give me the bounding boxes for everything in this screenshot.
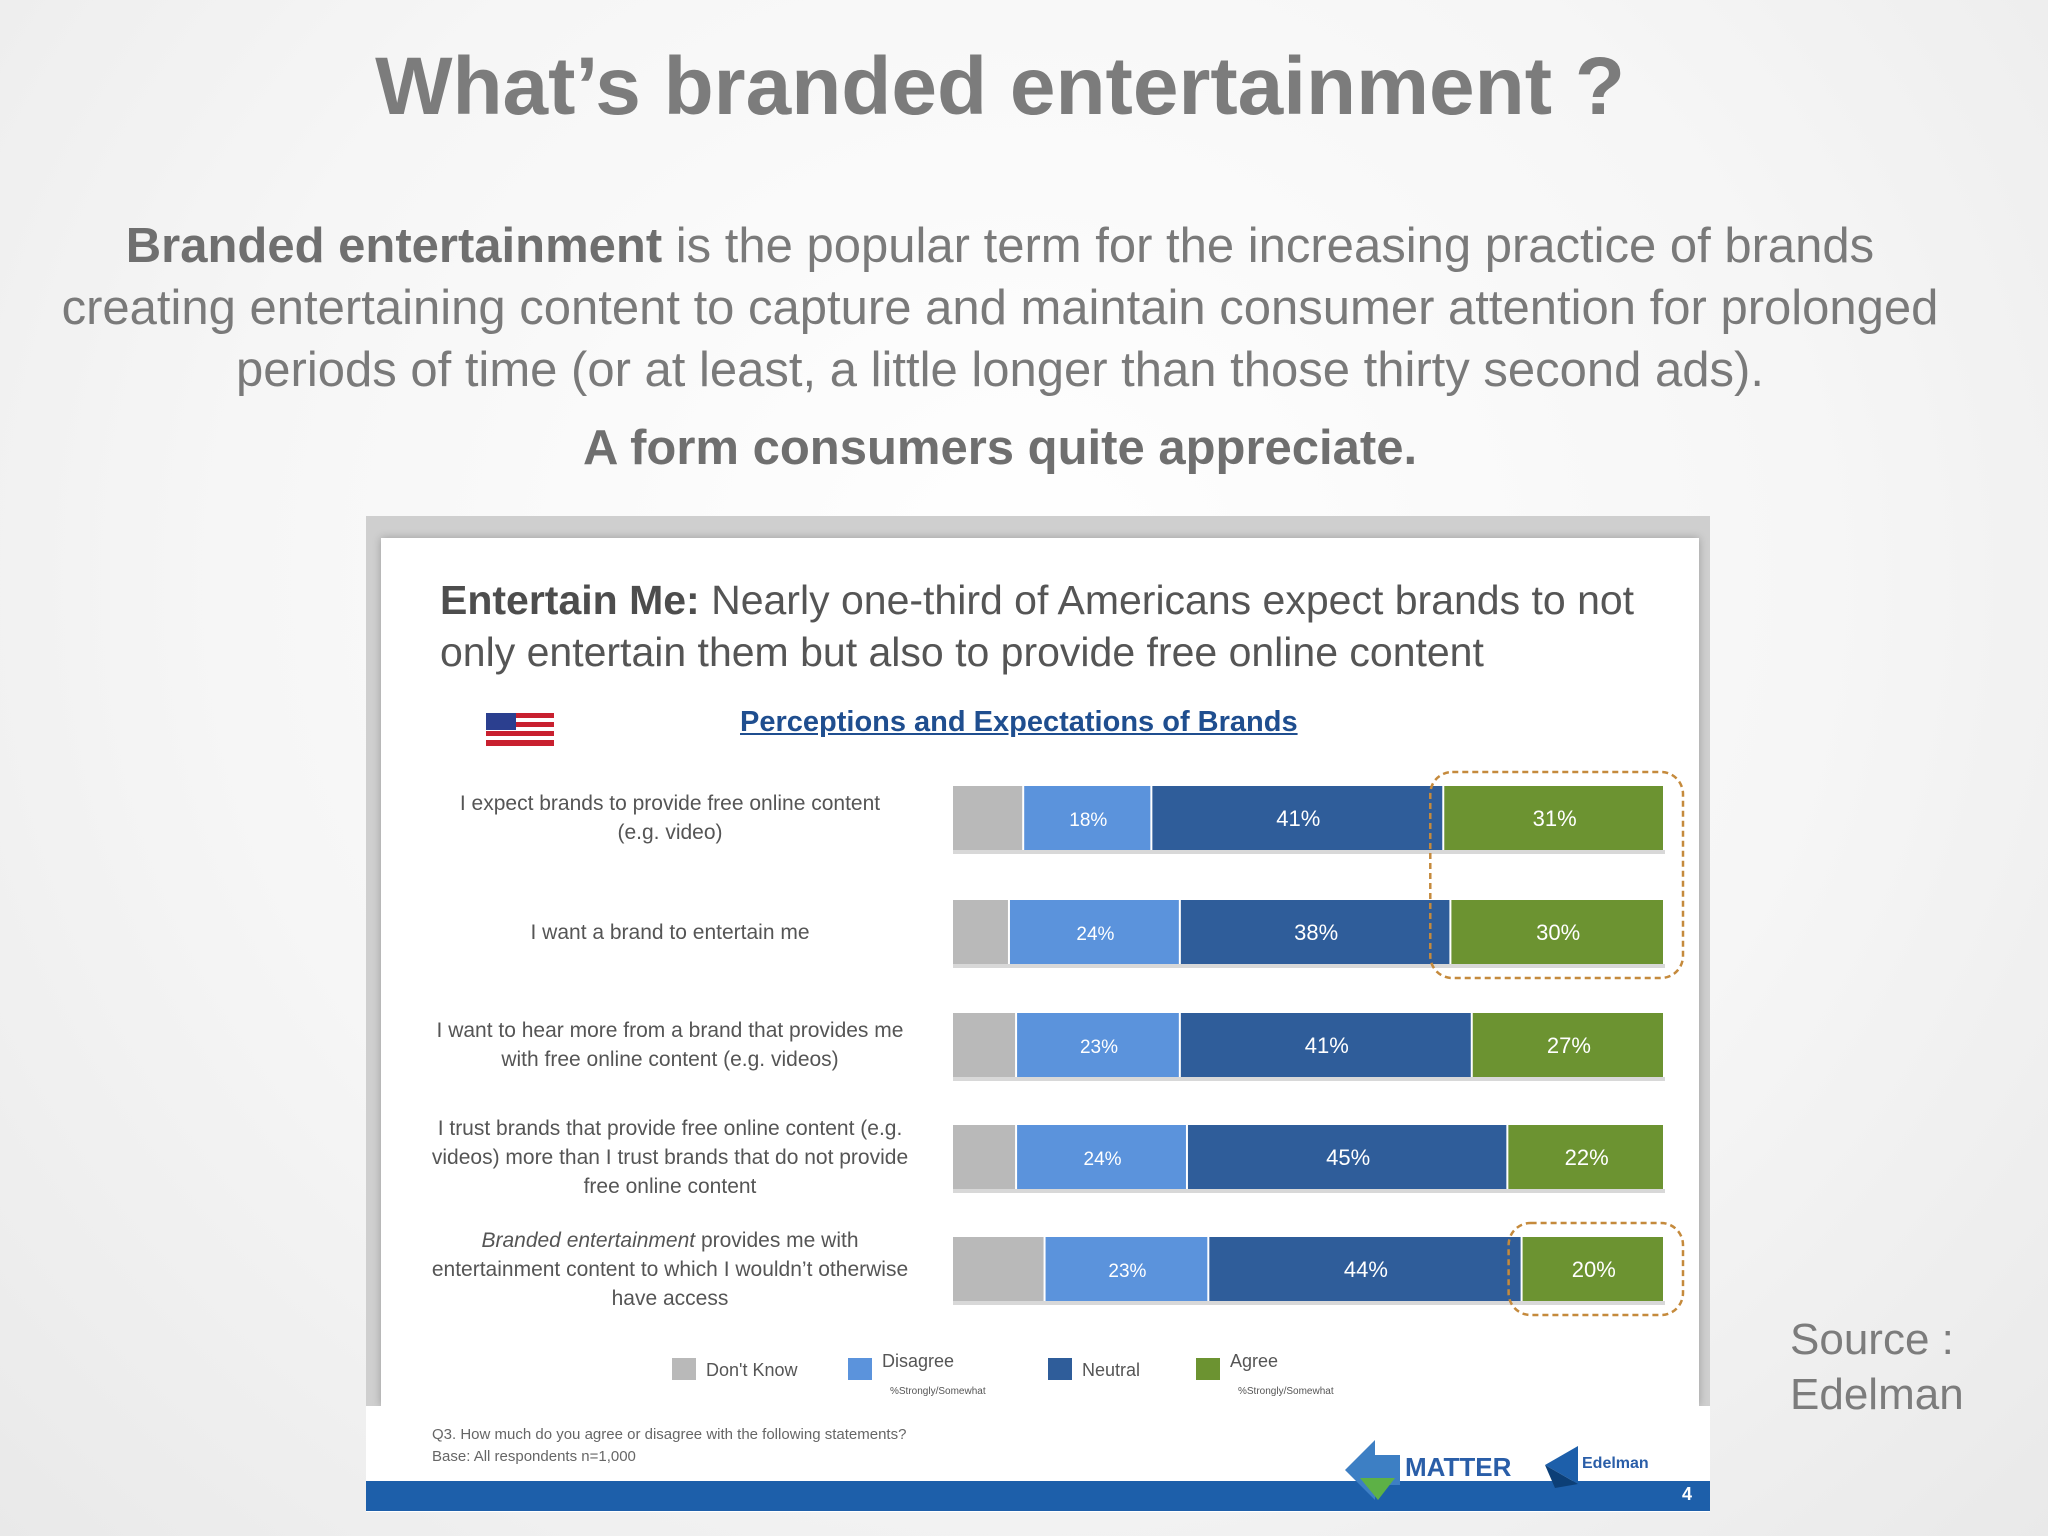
bar-neutral: [1180, 900, 1450, 964]
category-label-line: I expect brands to provide free online c…: [459, 792, 881, 815]
category-label-line: have access: [611, 1286, 729, 1310]
legend-swatch-agree: [1196, 1358, 1220, 1380]
bar-label-agree: 22%: [1565, 1145, 1609, 1170]
bar-shadow: [953, 964, 1665, 968]
bar-dont-know: [953, 900, 1008, 964]
category-label: Branded entertainment provides me with en…: [395, 1226, 945, 1313]
bar-label-disagree: 18%: [1069, 810, 1107, 831]
category-label-line: entertainment content to which I wouldn’…: [431, 1257, 909, 1281]
matter-logo-text: MATTER: [1405, 1452, 1512, 1482]
base-text: Base: All respondents n=1,000: [432, 1448, 636, 1465]
chart-headline-bold: Entertain Me:: [440, 577, 700, 623]
chart-title: Perceptions and Expectations of Brands: [740, 706, 1298, 738]
category-label-line: I want a brand to entertain me: [530, 920, 810, 944]
slide-page-number: 4: [1682, 1484, 1693, 1504]
bar-agree: [1451, 900, 1663, 964]
bar-row-1: 18% 41% 31%: [953, 786, 1665, 854]
bar-label-agree: 27%: [1547, 1033, 1591, 1058]
question-text: Q3. How much do you agree or disagree wi…: [432, 1426, 907, 1443]
category-label-line: free online content: [583, 1174, 757, 1198]
highlight-box: [1429, 770, 1685, 980]
bar-neutral: [1209, 1237, 1521, 1301]
bar-neutral: [1152, 786, 1443, 850]
category-label-emphasis: Branded entertainment: [481, 1228, 696, 1252]
bar-neutral: [1187, 1125, 1507, 1189]
intro-paragraph: Branded entertainment is the popular ter…: [60, 215, 1940, 401]
legend-label-neutral: Neutral: [1082, 1360, 1141, 1380]
legend-label-agree: Agree: [1230, 1351, 1279, 1371]
category-label: I want a brand to entertain me: [395, 918, 945, 947]
bar-label-neutral: 41%: [1276, 806, 1320, 831]
legend-swatch-neutral: [1048, 1358, 1072, 1380]
bar-label-neutral: 38%: [1294, 920, 1338, 945]
bar-agree: [1508, 1125, 1663, 1189]
intro-text: is the popular term for the increasing p…: [61, 219, 1939, 397]
edelman-logo-text: Edelman: [1582, 1455, 1649, 1472]
bar-label-neutral: 41%: [1305, 1033, 1349, 1058]
bar-label-disagree: 24%: [1076, 924, 1114, 945]
bar-disagree: [1024, 786, 1151, 850]
survey-question: Q3. How much do you agree or disagree wi…: [432, 1424, 906, 1468]
legend-label-disagree: Disagree: [882, 1351, 955, 1371]
page-title: What’s branded entertainment ?: [375, 41, 1625, 132]
bar-dont-know: [953, 786, 1023, 850]
bar-agree: [1472, 1013, 1663, 1077]
category-label: I want to hear more from a brand that pr…: [395, 1016, 945, 1074]
bar-shadow: [953, 850, 1665, 854]
bar-label-neutral: 45%: [1326, 1145, 1370, 1170]
bar-agree: [1522, 1237, 1663, 1301]
legend-swatch-dont-know: [672, 1358, 696, 1380]
legend-swatch-disagree: [848, 1358, 872, 1380]
bar-label-agree: 20%: [1572, 1257, 1616, 1282]
highlight-boxes: [1429, 770, 1685, 1317]
edelman-logo-icon: [1545, 1446, 1578, 1488]
bar-disagree: [1045, 1237, 1208, 1301]
bar-shadow: [953, 1189, 1665, 1193]
source-label: Source :: [1790, 1315, 1954, 1364]
bar-agree: [1444, 786, 1663, 850]
footer-bar: [366, 1481, 1710, 1511]
bar-dont-know: [953, 1013, 1016, 1077]
bar-shadow: [953, 1301, 1665, 1305]
bar-shadow: [953, 1077, 1665, 1081]
source-credit: Source : Edelman: [1790, 1312, 1964, 1422]
matter-logo-icon: [1345, 1440, 1400, 1500]
bar-dont-know: [953, 1125, 1016, 1189]
source-name: Edelman: [1790, 1370, 1964, 1419]
bar-label-agree: 30%: [1536, 920, 1580, 945]
bar-row-2: 24% 38% 30%: [953, 900, 1665, 968]
chart-headline: Entertain Me: Nearly one-third of Americ…: [440, 574, 1680, 678]
bars-group: 18% 41% 31% 24% 38% 30% 23% 41% 27% 24% 45% 22% 23% 4…: [953, 786, 1665, 1305]
category-label-line: videos) more than I trust brands that do…: [431, 1145, 909, 1169]
category-label-line: I want to hear more from a brand that pr…: [436, 1019, 904, 1042]
bar-row-3: 23% 41% 27%: [953, 1013, 1665, 1081]
bar-disagree: [1017, 1125, 1186, 1189]
bar-label-disagree: 23%: [1080, 1037, 1118, 1058]
category-label: I expect brands to provide free online c…: [395, 789, 945, 847]
legend-note-agree: %Strongly/Somewhat: [1238, 1386, 1334, 1397]
bar-disagree: [1009, 900, 1179, 964]
category-label-line: with free online content (e.g. videos): [501, 1048, 839, 1071]
bar-dont-know: [953, 1237, 1044, 1301]
chart-headline-text: Nearly one-third of Americans expect bra…: [440, 577, 1635, 675]
bar-row-4: 24% 45% 22%: [953, 1125, 1665, 1193]
bar-label-agree: 31%: [1533, 806, 1577, 831]
tagline: A form consumers quite appreciate.: [582, 421, 1418, 475]
category-label-line: (e.g. video): [617, 821, 723, 844]
category-label-line: Branded entertainment provides me with: [481, 1228, 859, 1252]
legend-label-dont-know: Don't Know: [706, 1360, 798, 1380]
bar-neutral: [1180, 1013, 1471, 1077]
category-label-line: I trust brands that provide free online …: [437, 1116, 903, 1140]
intro-bold-term: Branded entertainment: [125, 219, 663, 273]
flag-icon: [486, 713, 554, 746]
bar-disagree: [1017, 1013, 1179, 1077]
legend-note-disagree: %Strongly/Somewhat: [890, 1386, 986, 1397]
category-label: I trust brands that provide free online …: [395, 1114, 945, 1201]
bar-label-disagree: 24%: [1084, 1149, 1122, 1170]
bar-row-5: 23% 44% 20%: [953, 1237, 1665, 1305]
bar-label-neutral: 44%: [1344, 1257, 1388, 1282]
highlight-box: [1507, 1221, 1685, 1317]
bar-label-disagree: 23%: [1108, 1261, 1146, 1282]
